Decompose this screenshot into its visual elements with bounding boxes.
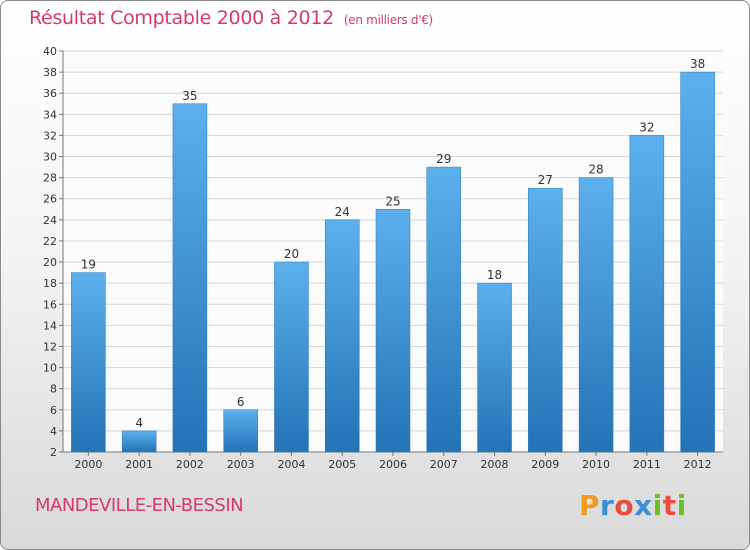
y-tick-label: 6 bbox=[50, 404, 57, 417]
bar bbox=[121, 430, 157, 453]
logo-letter: r bbox=[600, 489, 615, 522]
bar-value-label: 28 bbox=[588, 163, 603, 177]
y-tick-label: 2 bbox=[50, 446, 57, 459]
bar-value-label: 29 bbox=[436, 152, 451, 166]
y-tick-label: 16 bbox=[43, 298, 57, 311]
bar-value-label: 20 bbox=[284, 247, 299, 261]
logo-letter: o bbox=[614, 489, 635, 522]
y-tick-label: 22 bbox=[43, 235, 57, 248]
bar-value-label: 19 bbox=[81, 258, 96, 272]
y-tick-label: 28 bbox=[43, 172, 57, 185]
bar bbox=[477, 282, 512, 453]
x-tick-label: 2004 bbox=[277, 458, 305, 471]
logo-letter: t bbox=[662, 489, 677, 522]
logo-letter: x bbox=[634, 489, 653, 522]
bar bbox=[629, 135, 665, 453]
bar bbox=[426, 166, 462, 453]
y-tick-label: 38 bbox=[43, 66, 57, 79]
y-tick-label: 12 bbox=[43, 340, 57, 353]
bar bbox=[223, 409, 258, 453]
bar-value-label: 4 bbox=[135, 416, 143, 430]
y-tick-label: 24 bbox=[43, 214, 57, 227]
x-tick-label: 2005 bbox=[328, 458, 356, 471]
y-tick-label: 10 bbox=[43, 362, 57, 375]
x-tick-label: 2009 bbox=[531, 458, 559, 471]
bar-value-label: 35 bbox=[182, 89, 197, 103]
x-tick-label: 2010 bbox=[582, 458, 610, 471]
bar-value-label: 32 bbox=[639, 120, 654, 134]
commune-name: MANDEVILLE-EN-BESSIN bbox=[35, 495, 244, 516]
x-tick-label: 2012 bbox=[684, 458, 712, 471]
y-tick-label: 20 bbox=[43, 256, 57, 269]
x-tick-label: 2002 bbox=[176, 458, 204, 471]
bar bbox=[172, 103, 208, 453]
y-tick-label: 8 bbox=[50, 383, 57, 396]
proxiti-logo: Proxiti bbox=[579, 489, 687, 522]
bar-value-label: 6 bbox=[237, 395, 245, 409]
y-tick-label: 26 bbox=[43, 193, 57, 206]
logo-letter: P bbox=[579, 489, 601, 522]
chart-unit: (en milliers d'€) bbox=[343, 13, 433, 27]
bar bbox=[71, 272, 106, 453]
bar-value-label: 18 bbox=[487, 268, 502, 282]
y-tick-label: 34 bbox=[43, 108, 57, 121]
x-tick-label: 2001 bbox=[125, 458, 153, 471]
bar-value-label: 27 bbox=[538, 173, 553, 187]
bar bbox=[578, 177, 614, 453]
y-tick-label: 40 bbox=[43, 45, 57, 58]
logo-letter: i bbox=[676, 489, 687, 522]
bar-value-label: 38 bbox=[690, 57, 705, 71]
logo-letter: i bbox=[652, 489, 663, 522]
bar bbox=[680, 71, 715, 453]
x-tick-label: 2003 bbox=[227, 458, 255, 471]
x-tick-label: 2011 bbox=[633, 458, 661, 471]
y-tick-label: 30 bbox=[43, 151, 57, 164]
chart-title-text: Résultat Comptable 2000 à 2012 bbox=[29, 7, 334, 29]
x-tick-label: 2007 bbox=[430, 458, 458, 471]
x-tick-label: 2006 bbox=[379, 458, 407, 471]
x-tick-label: 2000 bbox=[74, 458, 102, 471]
chart-title: Résultat Comptable 2000 à 2012 (en millie… bbox=[29, 7, 433, 29]
bar bbox=[528, 187, 563, 453]
bar bbox=[274, 261, 309, 453]
bar-value-label: 25 bbox=[385, 194, 400, 208]
bar bbox=[375, 209, 411, 453]
y-tick-label: 4 bbox=[50, 425, 57, 438]
y-tick-label: 14 bbox=[43, 319, 57, 332]
y-tick-label: 36 bbox=[43, 87, 57, 100]
bar-value-label: 24 bbox=[335, 205, 350, 219]
bar bbox=[324, 219, 360, 453]
y-tick-label: 32 bbox=[43, 129, 57, 142]
y-tick-label: 18 bbox=[43, 277, 57, 290]
x-tick-label: 2008 bbox=[481, 458, 509, 471]
